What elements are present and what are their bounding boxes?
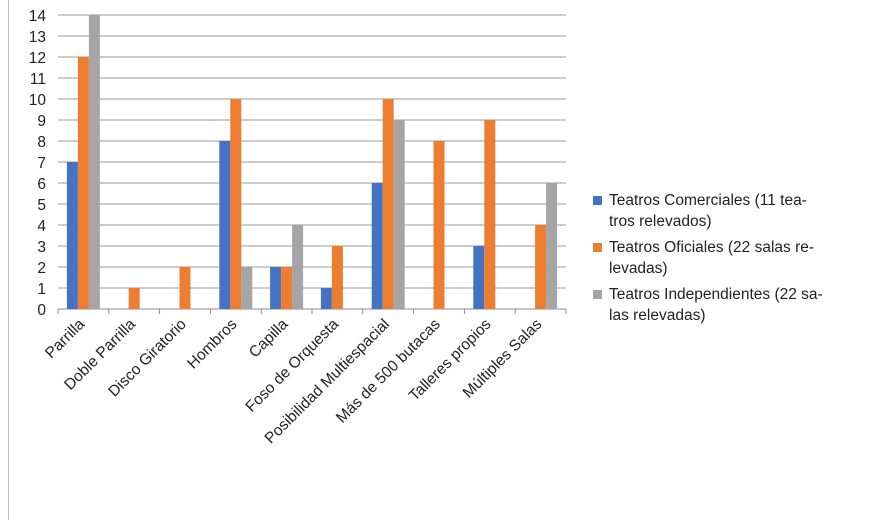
bar <box>484 120 496 309</box>
x-tick-label: Hombros <box>184 316 241 373</box>
bar <box>320 288 332 309</box>
legend-swatch <box>593 243 602 252</box>
bar <box>88 15 100 309</box>
bar <box>393 120 405 309</box>
x-tick-label: Capilla <box>246 316 292 362</box>
bar <box>535 225 547 309</box>
y-tick-label: 13 <box>29 29 46 46</box>
y-tick-label: 9 <box>37 113 46 130</box>
y-tick-label: 10 <box>29 92 47 109</box>
y-tick-label: 14 <box>29 8 47 25</box>
y-tick-label: 12 <box>29 50 46 67</box>
y-tick-label: 6 <box>37 176 46 193</box>
left-border-line <box>8 0 9 520</box>
y-tick-label: 4 <box>37 218 46 235</box>
y-tick-label: 3 <box>37 239 46 256</box>
legend-item: Teatros Comerciales (11 tea-tros relevad… <box>593 190 878 232</box>
bar <box>473 246 485 309</box>
y-tick-label: 7 <box>37 155 46 172</box>
legend-item: Teatros Oficiales (22 salas re-levadas) <box>593 237 878 279</box>
bar <box>128 288 140 309</box>
legend-label-line: Teatros Independientes (22 sa- <box>609 286 823 303</box>
y-tick-label: 11 <box>30 71 46 88</box>
legend-swatch <box>593 196 602 205</box>
bar <box>230 99 242 309</box>
y-tick-label: 5 <box>37 197 46 214</box>
y-tick-label: 1 <box>37 281 46 298</box>
legend-label-line: tros relevados) <box>609 213 712 230</box>
bar <box>77 57 89 309</box>
bar <box>433 141 445 309</box>
legend-label-line: las relevadas) <box>609 307 706 324</box>
legend-label-line: Teatros Oficiales (22 salas re- <box>609 239 815 256</box>
bar <box>371 183 383 309</box>
legend-label-line: Teatros Comerciales (11 tea- <box>609 192 807 209</box>
x-tick-label: Foso de Orquesta <box>242 316 342 416</box>
bar <box>382 99 394 309</box>
y-tick-label: 2 <box>37 260 46 277</box>
legend-swatch <box>593 290 602 299</box>
bar <box>331 246 343 309</box>
legend-item: Teatros Independientes (22 sa-las releva… <box>593 284 878 326</box>
y-tick-label: 0 <box>37 302 46 319</box>
bar <box>546 183 558 309</box>
x-tick-label: Parrilla <box>42 316 88 362</box>
legend-label-line: levadas) <box>609 260 668 277</box>
bar <box>219 141 231 309</box>
bar <box>270 267 282 309</box>
y-tick-label: 8 <box>37 134 46 151</box>
bar <box>179 267 191 309</box>
bar <box>241 267 253 309</box>
bar <box>281 267 293 309</box>
chart-legend: Teatros Comerciales (11 tea-tros relevad… <box>593 190 878 331</box>
bar <box>66 162 78 309</box>
bar <box>292 225 304 309</box>
